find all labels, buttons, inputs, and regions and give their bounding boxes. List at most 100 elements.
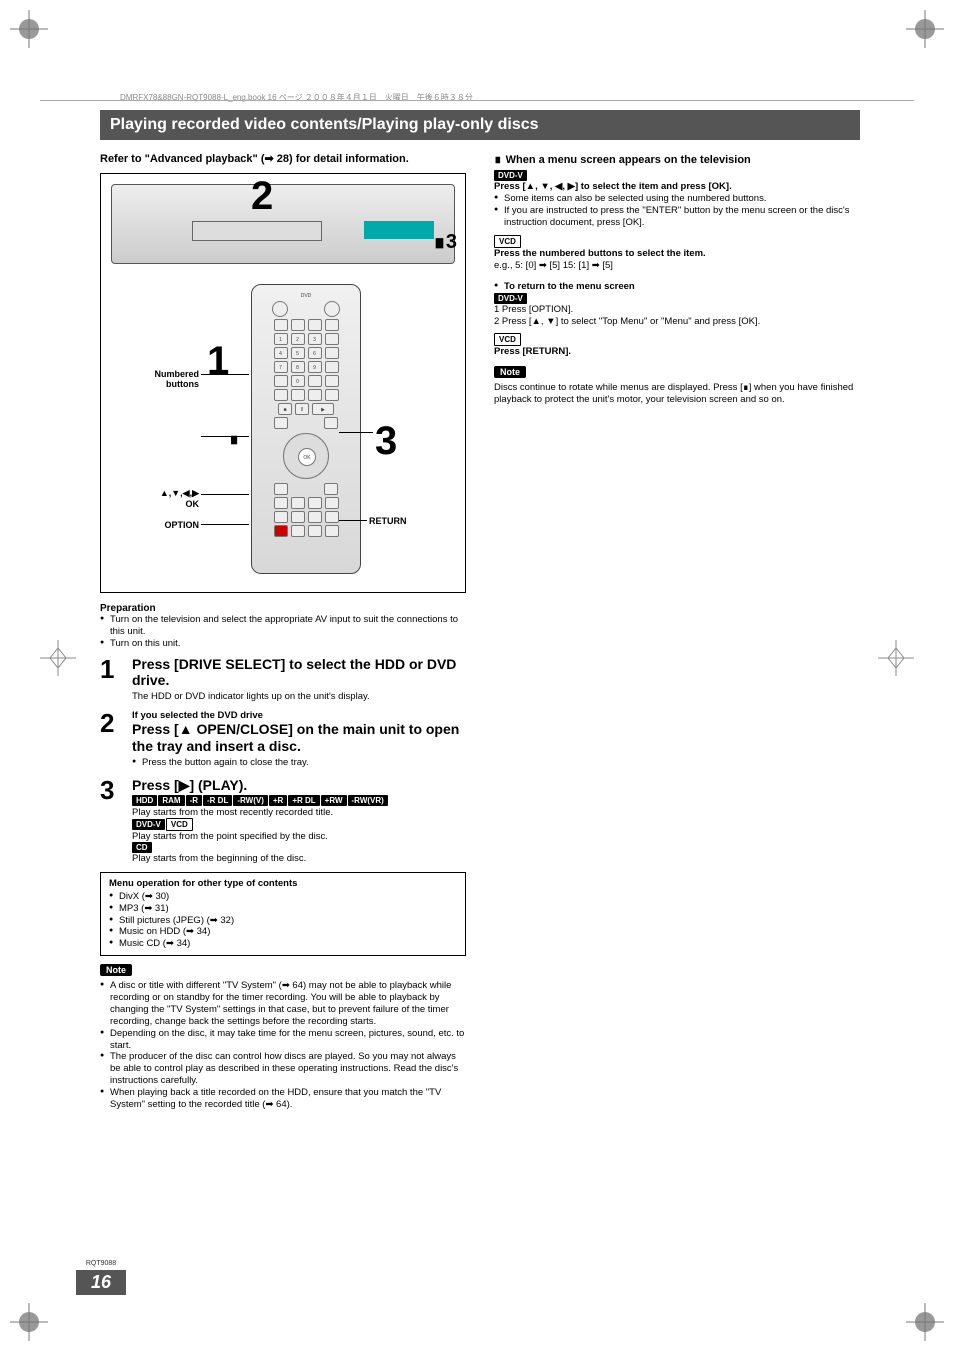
- drive-select-button: [274, 319, 288, 331]
- list-item: Press the button again to close the tray…: [132, 757, 466, 769]
- play-button: ▶: [312, 403, 334, 415]
- menu-box-heading: Menu operation for other type of content…: [109, 878, 457, 889]
- label-option: OPTION: [111, 520, 199, 530]
- list-item: If you are instructed to press the "ENTE…: [494, 205, 860, 229]
- step-line: Play starts from the beginning of the di…: [132, 853, 466, 864]
- list-item: Some items can also be selected using th…: [494, 193, 860, 205]
- badge-row: DVD-VVCD: [132, 818, 466, 831]
- content-columns: Refer to "Advanced playback" (➡ 28) for …: [100, 152, 860, 1111]
- disc-tray-icon: [192, 221, 322, 241]
- page-title: Playing recorded video contents/Playing …: [100, 110, 860, 140]
- leader-line: [201, 374, 249, 375]
- step-line: Play starts from the most recently recor…: [132, 807, 466, 818]
- right-heading: ∎When a menu screen appears on the telev…: [494, 152, 860, 166]
- format-badge: CD: [132, 842, 152, 853]
- remote-illustration: DVD 123 456 789 0 ■II▶ OK: [251, 284, 361, 574]
- list-item: A disc or title with different "TV Syste…: [100, 980, 466, 1028]
- manual-page: DMRFX78&88GN-RQT9088-L_eng.book 16 ページ ２…: [0, 0, 954, 1351]
- left-column: Refer to "Advanced playback" (➡ 28) for …: [100, 152, 466, 1111]
- list-item: The producer of the disc can control how…: [100, 1051, 466, 1087]
- callout-number-1: 1: [207, 339, 229, 384]
- label-arrows-ok: ▲,▼,◀,▶ OK: [111, 488, 199, 509]
- crop-mark-icon: [10, 1303, 48, 1341]
- front-panel-illustration: [111, 184, 455, 264]
- note-list: A disc or title with different "TV Syste…: [100, 980, 466, 1111]
- note-text: Discs continue to rotate while menus are…: [494, 382, 860, 407]
- list-item: Depending on the disc, it may take time …: [100, 1028, 466, 1052]
- format-badge: DVD-V: [494, 170, 527, 181]
- return-step: 1 Press [OPTION].: [494, 304, 860, 316]
- side-register-icon: [40, 640, 76, 679]
- example-line: e.g., 5: [0] ➡ [5] 15: [1] ➡ [5]: [494, 260, 860, 272]
- list-item: MP3 (➡ 31): [109, 903, 457, 915]
- list-item: DivX (➡ 30): [109, 891, 457, 903]
- step-subtext: The HDD or DVD indicator lights up on th…: [132, 691, 466, 702]
- step-title: Press [DRIVE SELECT] to select the HDD o…: [132, 656, 466, 690]
- callout-stop-left: ∎: [229, 429, 239, 449]
- note-badge: Note: [100, 964, 132, 976]
- power-icon: [272, 301, 288, 317]
- crop-mark-icon: [906, 10, 944, 48]
- callout-number-2: 2: [251, 174, 273, 219]
- list-item: Music CD (➡ 34): [109, 938, 457, 950]
- format-badge: DVD-V: [132, 819, 165, 830]
- preparation-heading: Preparation: [100, 603, 466, 614]
- crop-mark-icon: [10, 10, 48, 48]
- list-item: Turn on the television and select the ap…: [100, 614, 466, 638]
- return-vcd-line: Press [RETURN].: [494, 346, 860, 358]
- nav-pad: OK: [283, 433, 329, 479]
- leader-line: [339, 520, 367, 521]
- header-rule: [40, 100, 914, 101]
- doc-code: RQT9088: [86, 1260, 116, 1267]
- return-button: [324, 483, 338, 495]
- display-panel-icon: [364, 221, 434, 239]
- instruction-line: Press the numbered buttons to select the…: [494, 248, 860, 260]
- book-header: DMRFX78&88GN-RQT9088-L_eng.book 16 ページ ２…: [120, 92, 473, 103]
- list-item: Turn on this unit.: [100, 638, 466, 650]
- side-register-icon: [878, 640, 914, 679]
- return-step: 2 Press [▲, ▼] to select "Top Menu" or "…: [494, 316, 860, 328]
- step-title: Press [▲ OPEN/CLOSE] on the main unit to…: [132, 721, 466, 755]
- step-number: 2: [100, 710, 122, 768]
- step-number: 1: [100, 656, 122, 703]
- tv-power-icon: [324, 301, 340, 317]
- label-numbered-buttons: Numbered buttons: [111, 369, 199, 389]
- page-number: 16: [76, 1270, 126, 1295]
- step-title: Press [▶] (PLAY).: [132, 777, 466, 794]
- menu-operation-box: Menu operation for other type of content…: [100, 872, 466, 956]
- stop-button: ■: [278, 403, 292, 415]
- reference-line: Refer to "Advanced playback" (➡ 28) for …: [100, 152, 466, 165]
- list-item: When playing back a title recorded on th…: [100, 1087, 466, 1111]
- format-badge: HDD: [132, 795, 157, 806]
- note-badge: Note: [494, 366, 526, 378]
- format-badge: DVD-V: [494, 293, 527, 304]
- option-button: [274, 483, 288, 495]
- step-number: 3: [100, 777, 122, 864]
- return-heading: To return to the menu screen: [494, 281, 860, 293]
- instruction-line: Press [▲, ▼, ◀, ▶] to select the item an…: [494, 181, 860, 193]
- square-bullet-icon: ∎: [494, 152, 502, 166]
- right-column: ∎When a menu screen appears on the telev…: [494, 152, 860, 1111]
- ok-button: OK: [298, 448, 316, 466]
- leader-line: [339, 432, 373, 433]
- steps-list: 1 Press [DRIVE SELECT] to select the HDD…: [100, 656, 466, 864]
- badge-row: HDDRAM-R-R DL-RW(V)+R+R DL+RW-RW(VR): [132, 795, 466, 806]
- leader-line: [201, 436, 249, 437]
- preparation-list: Turn on the television and select the ap…: [100, 614, 466, 650]
- crop-mark-icon: [906, 1303, 944, 1341]
- callout-number-3: 3: [375, 419, 397, 464]
- callout-stop-3: ∎3: [433, 229, 457, 254]
- step-line: Play starts from the point specified by …: [132, 831, 466, 842]
- list-item: Music on HDD (➡ 34): [109, 926, 457, 938]
- device-diagram: 2 ∎3 1 3 ∎ DVD 123 456 789 0 ■II▶: [100, 173, 466, 593]
- step-pre: If you selected the DVD drive: [132, 710, 466, 721]
- format-badge: VCD: [494, 333, 521, 346]
- format-badge: VCD: [494, 235, 521, 248]
- leader-line: [201, 494, 249, 495]
- step-2: 2 If you selected the DVD drive Press [▲…: [100, 710, 466, 768]
- page-footer: RQT9088 16: [76, 1257, 126, 1295]
- step-3: 3 Press [▶] (PLAY). HDDRAM-R-R DL-RW(V)+…: [100, 777, 466, 864]
- label-return: RETURN: [369, 516, 429, 526]
- step-1: 1 Press [DRIVE SELECT] to select the HDD…: [100, 656, 466, 703]
- list-item: Still pictures (JPEG) (➡ 32): [109, 915, 457, 927]
